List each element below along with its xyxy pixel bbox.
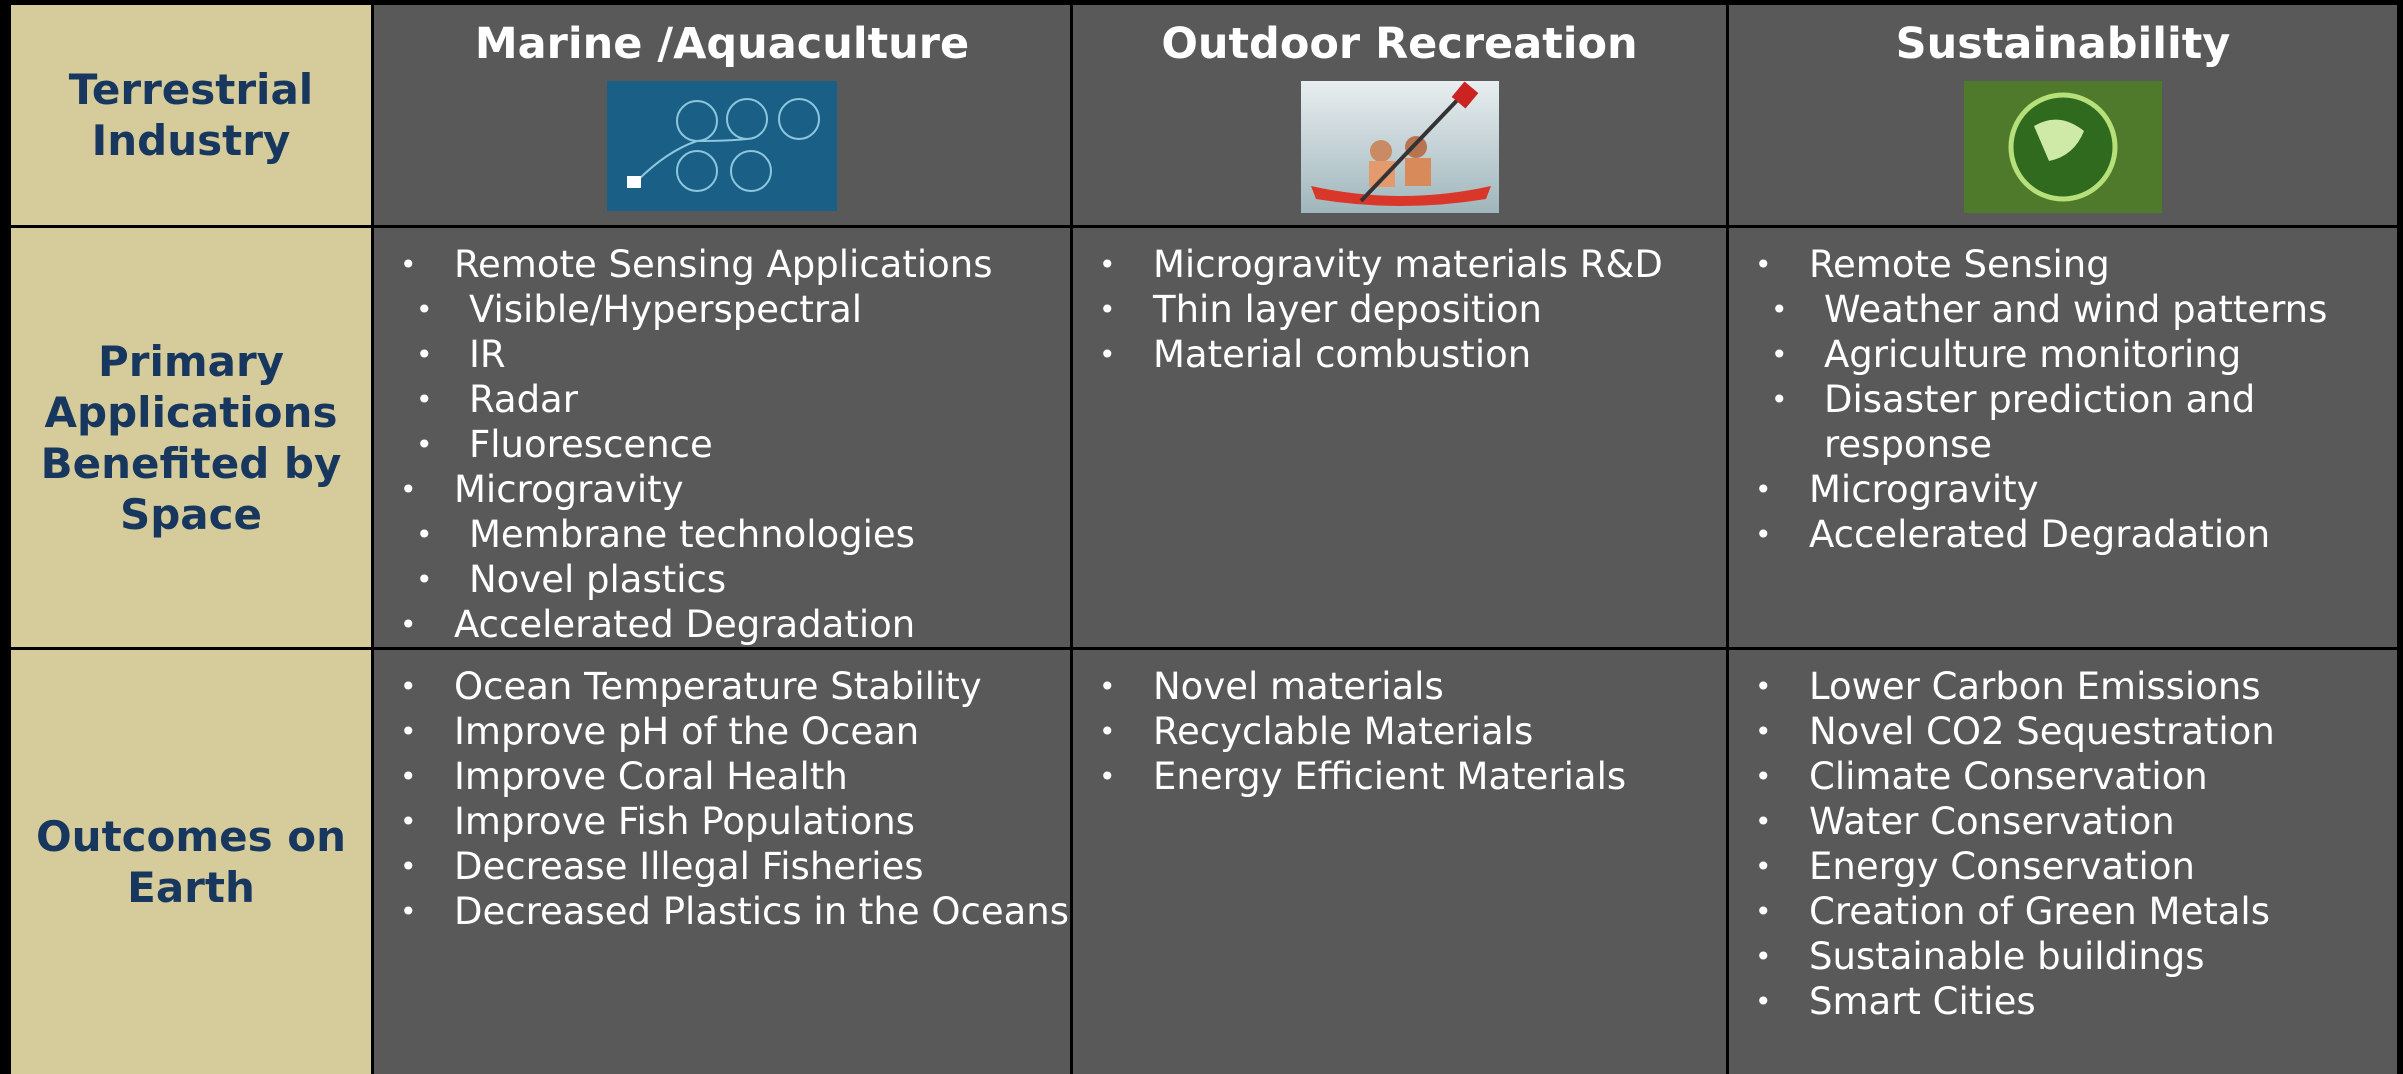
bullet-item: Decreased Plastics in the Oceans bbox=[374, 889, 1070, 934]
sub-bullet-item: IR bbox=[374, 332, 1070, 377]
corner-label: Terrestrial Industry bbox=[11, 5, 371, 225]
kayak-image bbox=[1301, 81, 1499, 213]
globe-image bbox=[1964, 81, 2162, 213]
sub-bullet-item: Disaster prediction and response bbox=[1729, 377, 2397, 467]
bullet-list: Remote Sensing ApplicationsVisible/Hyper… bbox=[374, 242, 1070, 647]
table-cell: Remote SensingWeather and wind patternsA… bbox=[1729, 228, 2397, 647]
bullet-item: Thin layer deposition bbox=[1073, 287, 1726, 332]
bullet-item: Material combustion bbox=[1073, 332, 1726, 377]
sub-bullet-item: Weather and wind patterns bbox=[1729, 287, 2397, 332]
bullet-item: Microgravity bbox=[1729, 467, 2397, 512]
sub-bullet-list: Membrane technologiesNovel plastics bbox=[374, 512, 1070, 602]
bullet-item: Remote Sensing Applications bbox=[374, 242, 1070, 287]
table-cell: Novel materialsRecyclable MaterialsEnerg… bbox=[1073, 650, 1726, 1074]
bullet-item: Improve pH of the Ocean bbox=[374, 709, 1070, 754]
bullet-list: Remote SensingWeather and wind patternsA… bbox=[1729, 242, 2397, 557]
marine-image bbox=[607, 81, 837, 211]
column-title: Outdoor Recreation bbox=[1073, 17, 1726, 71]
bullet-item: Microgravity bbox=[374, 467, 1070, 512]
column-header: Outdoor Recreation bbox=[1073, 5, 1726, 225]
bullet-item: Water Conservation bbox=[1729, 799, 2397, 844]
sub-bullet-item: Visible/Hyperspectral bbox=[374, 287, 1070, 332]
sub-bullet-list: Visible/HyperspectralIRRadarFluorescence bbox=[374, 287, 1070, 467]
sub-bullet-item: Agriculture monitoring bbox=[1729, 332, 2397, 377]
bullet-item: Ocean Temperature Stability bbox=[374, 664, 1070, 709]
sub-bullet-item: Radar bbox=[374, 377, 1070, 422]
bullet-item: Climate Conservation bbox=[1729, 754, 2397, 799]
bullet-item: Accelerated Degradation bbox=[374, 602, 1070, 647]
table: Terrestrial Industry Marine /Aquaculture… bbox=[11, 5, 2394, 1074]
bullet-item: Novel CO2 Sequestration bbox=[1729, 709, 2397, 754]
bullet-list: Microgravity materials R&DThin layer dep… bbox=[1073, 242, 1726, 377]
column-title: Marine /Aquaculture bbox=[374, 17, 1070, 71]
row-label: Primary Applications Benefited by Space bbox=[11, 228, 371, 647]
column-header: Sustainability bbox=[1729, 5, 2397, 225]
bullet-list: Lower Carbon EmissionsNovel CO2 Sequestr… bbox=[1729, 664, 2397, 1024]
bullet-item: Remote Sensing bbox=[1729, 242, 2397, 287]
bullet-item: Novel materials bbox=[1073, 664, 1726, 709]
bullet-item: Improve Fish Populations bbox=[374, 799, 1070, 844]
bullet-item: Energy Conservation bbox=[1729, 844, 2397, 889]
table-cell: Remote Sensing ApplicationsVisible/Hyper… bbox=[374, 228, 1070, 647]
bullet-item: Smart Cities bbox=[1729, 979, 2397, 1024]
bullet-item: Creation of Green Metals bbox=[1729, 889, 2397, 934]
column-title: Sustainability bbox=[1729, 17, 2397, 71]
table-cell: Ocean Temperature StabilityImprove pH of… bbox=[374, 650, 1070, 1074]
bullet-item: Recyclable Materials bbox=[1073, 709, 1726, 754]
bullet-item: Decrease Illegal Fisheries bbox=[374, 844, 1070, 889]
bullet-item: Energy Efficient Materials bbox=[1073, 754, 1726, 799]
bullet-item: Lower Carbon Emissions bbox=[1729, 664, 2397, 709]
sub-bullet-item: Membrane technologies bbox=[374, 512, 1070, 557]
table-cell: Lower Carbon EmissionsNovel CO2 Sequestr… bbox=[1729, 650, 2397, 1074]
bullet-item: Accelerated Degradation bbox=[1729, 512, 2397, 557]
page: {"header": {"corner": "Terrestrial Indus… bbox=[0, 0, 2403, 1074]
table-cell: Microgravity materials R&DThin layer dep… bbox=[1073, 228, 1726, 647]
bullet-item: Improve Coral Health bbox=[374, 754, 1070, 799]
sub-bullet-list: Weather and wind patternsAgriculture mon… bbox=[1729, 287, 2397, 467]
column-header: Marine /Aquaculture bbox=[374, 5, 1070, 225]
sub-bullet-item: Fluorescence bbox=[374, 422, 1070, 467]
bullet-item: Microgravity materials R&D bbox=[1073, 242, 1726, 287]
sub-bullet-item: Novel plastics bbox=[374, 557, 1070, 602]
bullet-item: Sustainable buildings bbox=[1729, 934, 2397, 979]
row-label: Outcomes on Earth bbox=[11, 650, 371, 1074]
bullet-list: Ocean Temperature StabilityImprove pH of… bbox=[374, 664, 1070, 934]
bullet-list: Novel materialsRecyclable MaterialsEnerg… bbox=[1073, 664, 1726, 799]
